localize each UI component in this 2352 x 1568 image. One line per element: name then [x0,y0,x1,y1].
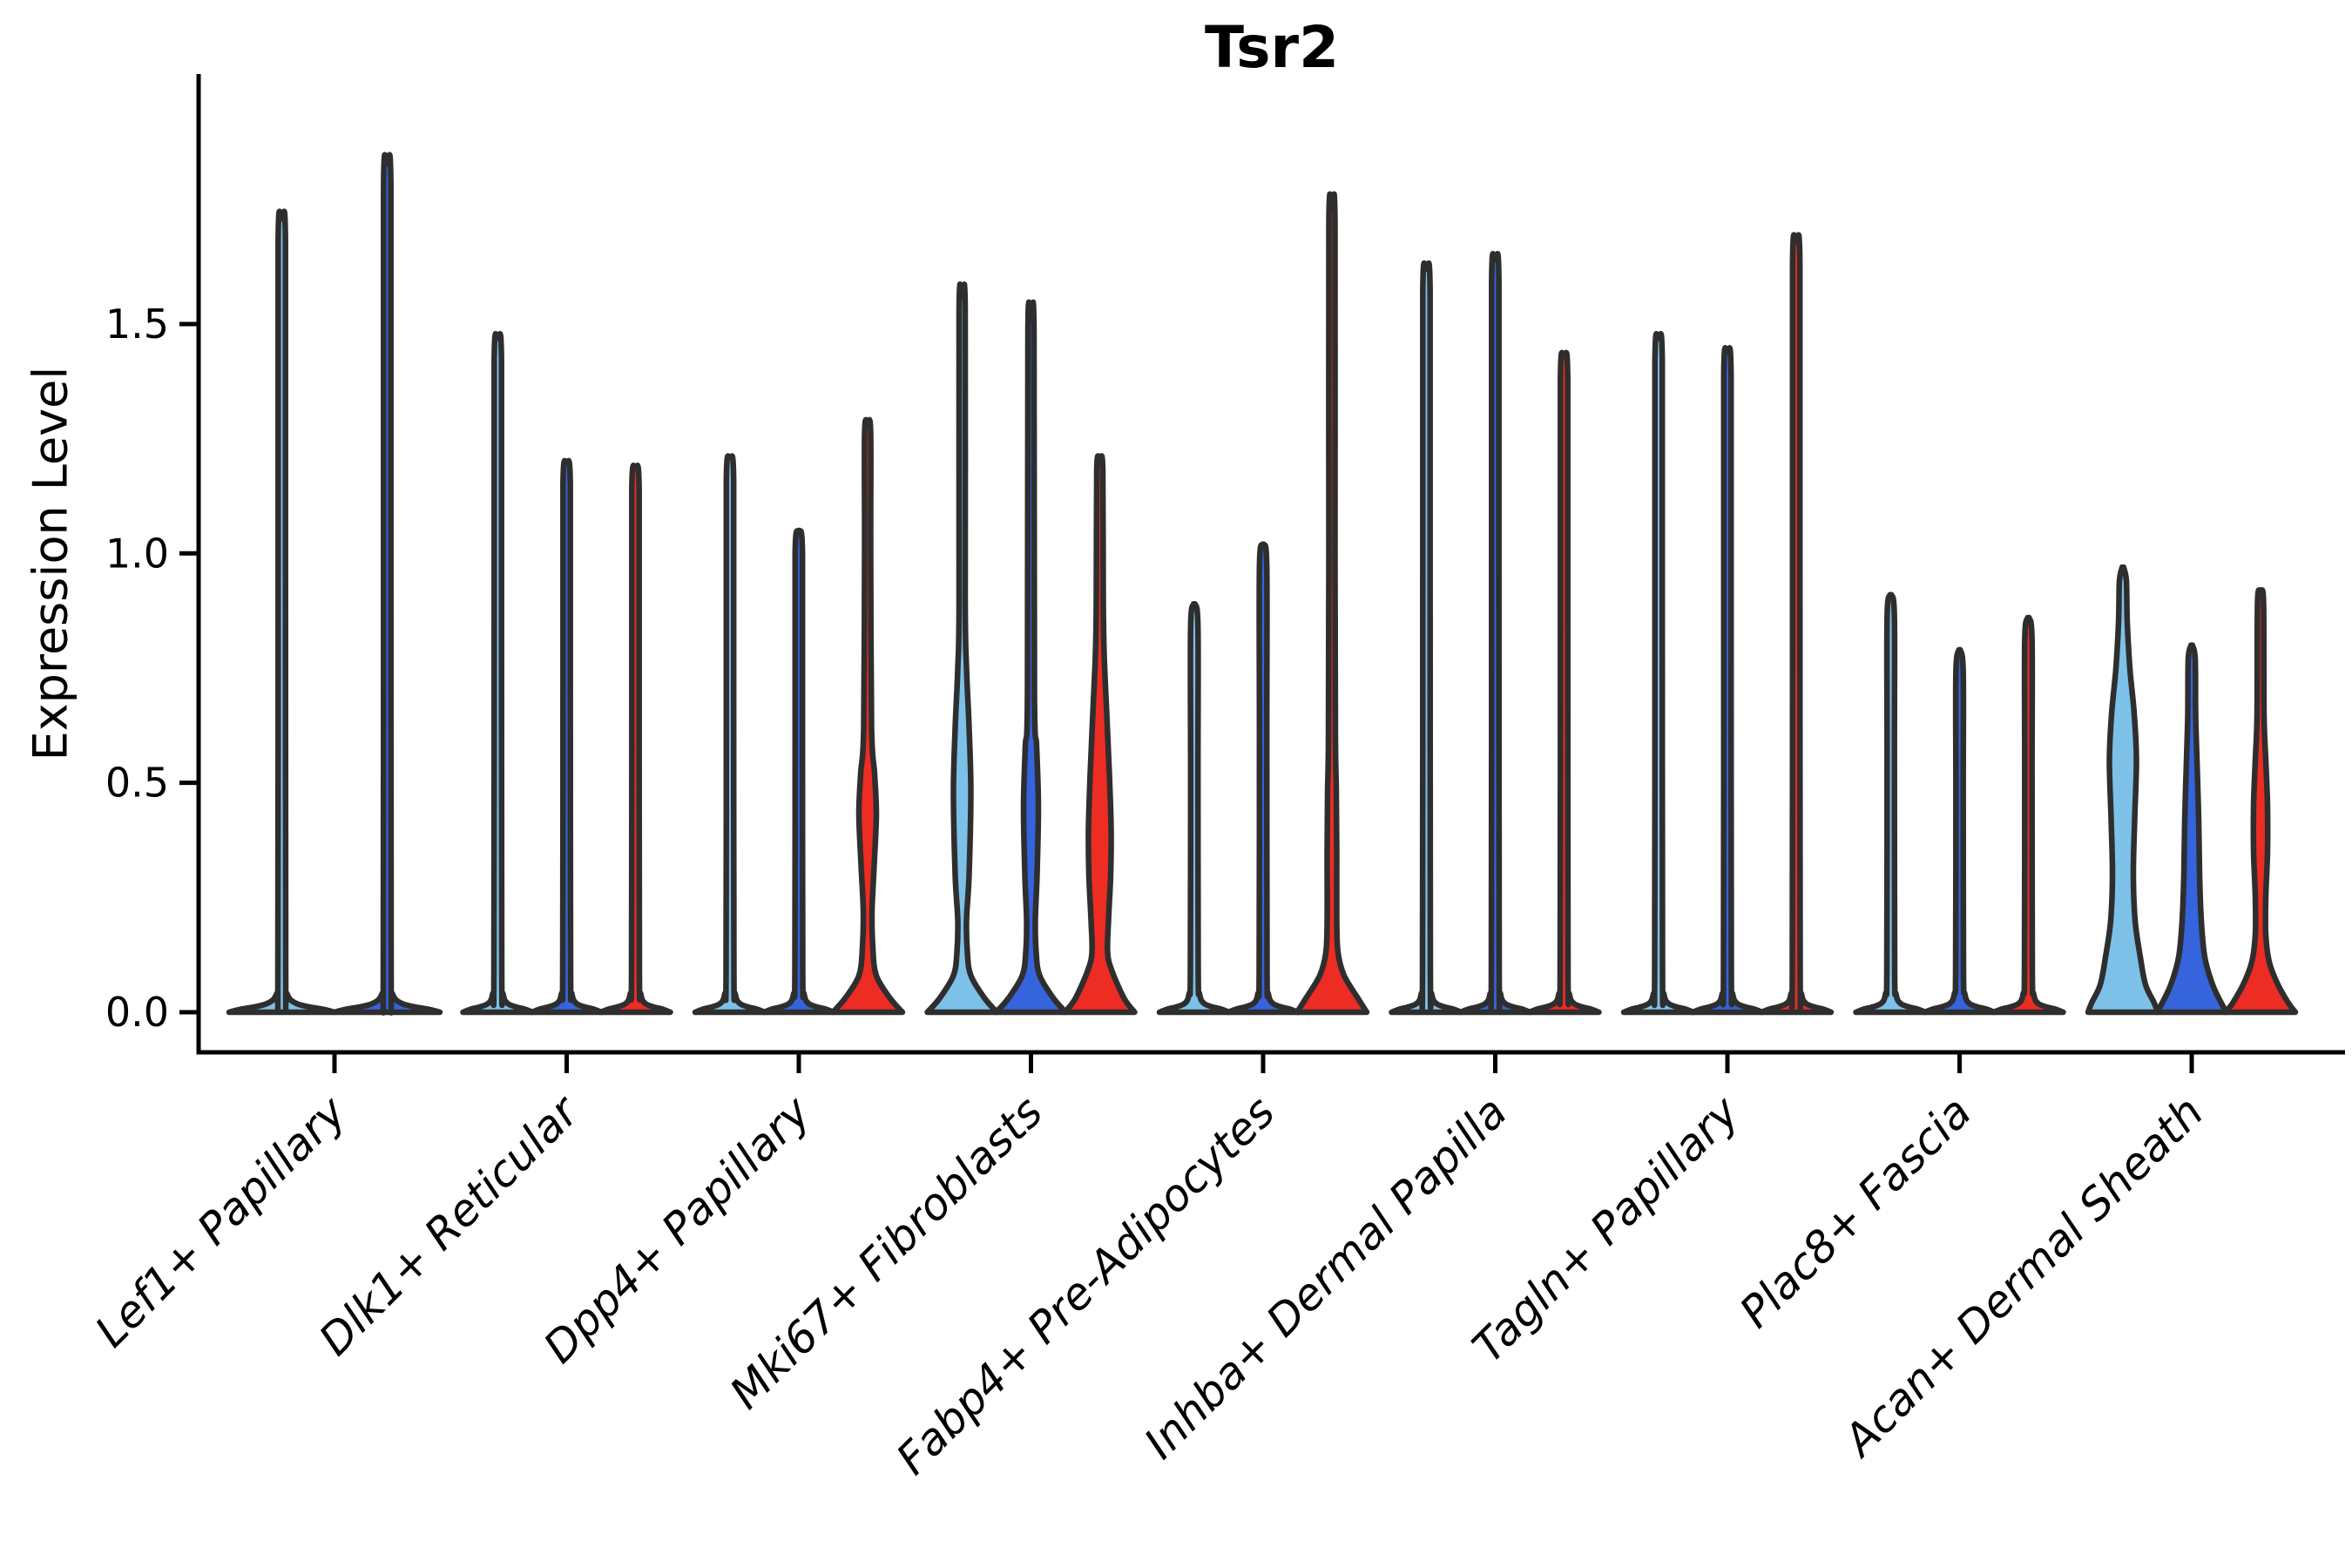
violin [1225,541,1301,1016]
y-axis-tick-label: 1.0 [105,530,169,577]
violin [460,330,536,1016]
y-axis-tick-label: 0.0 [105,989,169,1036]
x-axis-tick-label: Lef1+ Papillary [85,1085,356,1356]
violin [2085,564,2161,1016]
violin [1156,600,1233,1016]
violin [1922,646,1997,1016]
violin [760,527,837,1016]
violin [1062,453,1138,1016]
violin [2153,642,2230,1016]
violin [2222,587,2299,1016]
chart-title: Tsr2 [1204,14,1339,81]
violin [598,463,673,1016]
violin [1689,345,1766,1016]
violin [226,208,338,1016]
violin [331,152,443,1016]
y-axis-tick-label: 0.5 [105,760,169,807]
violin [1294,191,1370,1016]
violin [1758,232,1835,1016]
x-axis-tick-label: Plac8+ Fascia [1730,1086,1981,1337]
violin [692,453,768,1016]
violin [1526,349,1602,1016]
violin [529,457,605,1016]
violin [993,299,1069,1016]
y-axis-tick-label: 1.5 [105,301,169,348]
x-axis-tick-label: Fabp4+ Pre-Adipocytes [887,1086,1285,1484]
violin [1990,614,2066,1016]
violin [1853,591,1929,1016]
violin [924,281,1000,1016]
violin [1389,260,1464,1016]
violin [1457,251,1533,1016]
violin [829,416,906,1016]
violin [1620,330,1697,1016]
